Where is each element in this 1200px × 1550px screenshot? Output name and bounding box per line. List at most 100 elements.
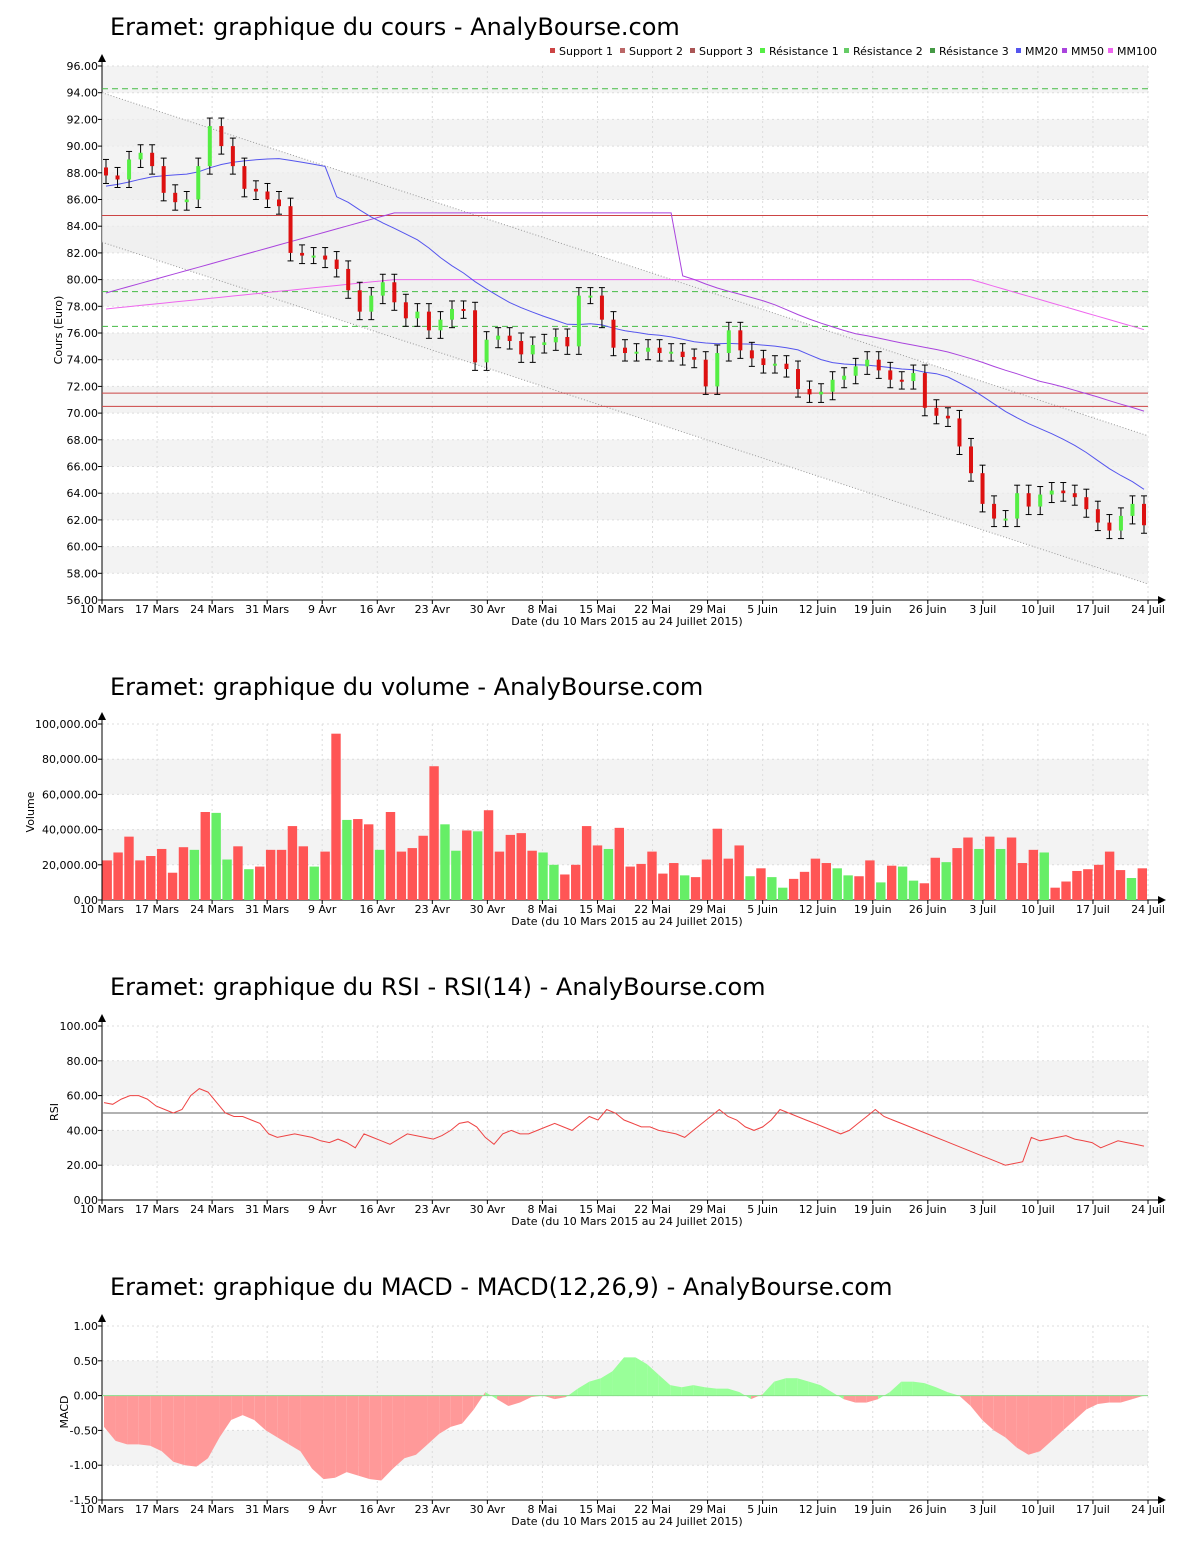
macd-area-segment: [1086, 1395, 1098, 1410]
rsi-ytick-label: 40.00: [67, 1124, 99, 1137]
volume-bar: [1050, 887, 1060, 900]
volume-bar: [178, 847, 189, 900]
price-ytick-label: 74.00: [67, 354, 99, 367]
macd-area-segment: [901, 1381, 913, 1396]
macd-area-segment: [820, 1385, 832, 1396]
volume-bar: [483, 810, 494, 900]
rsi-ylabel: RSI: [48, 1103, 61, 1121]
volume-xtick-label: 24 Mars: [190, 903, 234, 916]
macd-area-segment: [716, 1388, 728, 1396]
volume-xtick-label: 10 Mars: [80, 903, 124, 916]
macd-area-segment: [647, 1364, 659, 1396]
macd-area-segment: [566, 1388, 578, 1397]
price-xtick-label: 10 Juil: [1021, 603, 1055, 616]
macd-area-segment: [161, 1395, 174, 1462]
volume-bar: [374, 849, 385, 900]
rsi-ytick-label: 80.00: [67, 1055, 99, 1068]
macd-area-segment: [762, 1381, 775, 1396]
candle-body: [1095, 509, 1100, 523]
price-ytick-label: 76.00: [67, 327, 99, 340]
volume-bar: [146, 856, 156, 900]
macd-area-segment: [993, 1395, 1006, 1438]
price-xtick-label: 24 Juil: [1131, 603, 1165, 616]
price-xtick-label: 29 Mai: [689, 603, 726, 616]
volume-bar: [549, 864, 559, 900]
legend-swatch: [1062, 48, 1067, 53]
price-ytick-label: 86.00: [67, 194, 99, 207]
candle-body: [1026, 493, 1031, 507]
macd-area-segment: [381, 1395, 393, 1481]
volume-bar: [255, 866, 265, 900]
candle-body: [588, 295, 593, 298]
candle-body: [288, 206, 293, 253]
macd-area-segment: [115, 1395, 128, 1445]
volume-bar: [462, 830, 472, 900]
volume-bar: [451, 850, 461, 900]
legend-swatch: [760, 48, 765, 53]
macd-area-segment: [462, 1395, 474, 1424]
candle-body: [611, 319, 616, 348]
volume-xtick-label: 17 Mars: [135, 903, 179, 916]
volume-bar: [102, 860, 112, 900]
macd-area-segment: [439, 1395, 451, 1434]
volume-xtick-label: 17 Juil: [1076, 903, 1110, 916]
candle-body: [415, 311, 420, 319]
volume-ytick-label: 0.00: [74, 894, 99, 907]
price-xtick-label: 15 Mai: [579, 603, 616, 616]
macd-area-segment: [450, 1395, 463, 1427]
volume-bar: [527, 850, 537, 900]
macd-area-segment: [936, 1387, 948, 1396]
volume-xtick-label: 24 Juil: [1131, 903, 1165, 916]
volume-bar: [364, 824, 374, 900]
macd-area-segment: [947, 1392, 960, 1396]
volume-bar: [897, 866, 908, 900]
rsi-xtick-label: 30 Avr: [470, 1203, 506, 1216]
candle-body: [1130, 503, 1135, 516]
volume-bar: [963, 837, 973, 900]
volume-bar: [854, 876, 864, 900]
macd-area-segment: [774, 1378, 786, 1396]
volume-bar: [309, 866, 319, 900]
macd-xtick-label: 19 Juin: [854, 1503, 892, 1516]
candle-body: [692, 357, 697, 360]
volume-bar: [156, 848, 167, 900]
candle-body: [369, 295, 374, 312]
macd-xtick-label: 17 Juil: [1076, 1503, 1110, 1516]
mm50-line: [105, 212, 1145, 412]
candle-body: [1061, 490, 1066, 494]
plots-layer: 56.00 58.00 60.00 62.00 64.00 66.00 68.00 70.00…: [35, 45, 1166, 1516]
mm100-line: [105, 279, 1145, 331]
trend-channel-lower: [101, 241, 1149, 585]
trend-channel-upper: [101, 92, 1149, 437]
candle-body: [980, 473, 985, 504]
volume-bar: [658, 873, 668, 900]
volume-bar: [636, 863, 646, 900]
rsi-band: [102, 1130, 1148, 1166]
candle-body: [842, 375, 847, 380]
rsi-line: [103, 1088, 1145, 1166]
volume-bar: [233, 846, 243, 900]
candle-body: [945, 415, 950, 419]
volume-bar: [113, 852, 123, 900]
candle-body: [484, 339, 489, 363]
price-ytick-label: 78.00: [67, 300, 99, 313]
rsi-xtick-label: 15 Mai: [579, 1203, 616, 1216]
volume-bar: [985, 836, 995, 900]
volume-bar: [1083, 869, 1093, 900]
macd-area-segment: [508, 1395, 520, 1407]
candle-body: [346, 268, 351, 291]
price-ytick-label: 70.00: [67, 407, 99, 420]
volume-bar: [265, 849, 276, 900]
price-ylabel: Cours (Euro): [52, 296, 65, 365]
macd-area-segment: [1097, 1395, 1110, 1404]
macd-xtick-label: 5 Juin: [747, 1503, 778, 1516]
macd-xtick-label: 17 Mars: [135, 1503, 179, 1516]
candle-body: [669, 351, 674, 354]
volume-band: [102, 759, 1148, 795]
price-ytick-label: 68.00: [67, 434, 99, 447]
candle-body: [623, 347, 627, 354]
volume-bar: [200, 812, 210, 900]
volume-bar: [843, 875, 853, 900]
volume-bar: [472, 831, 483, 900]
